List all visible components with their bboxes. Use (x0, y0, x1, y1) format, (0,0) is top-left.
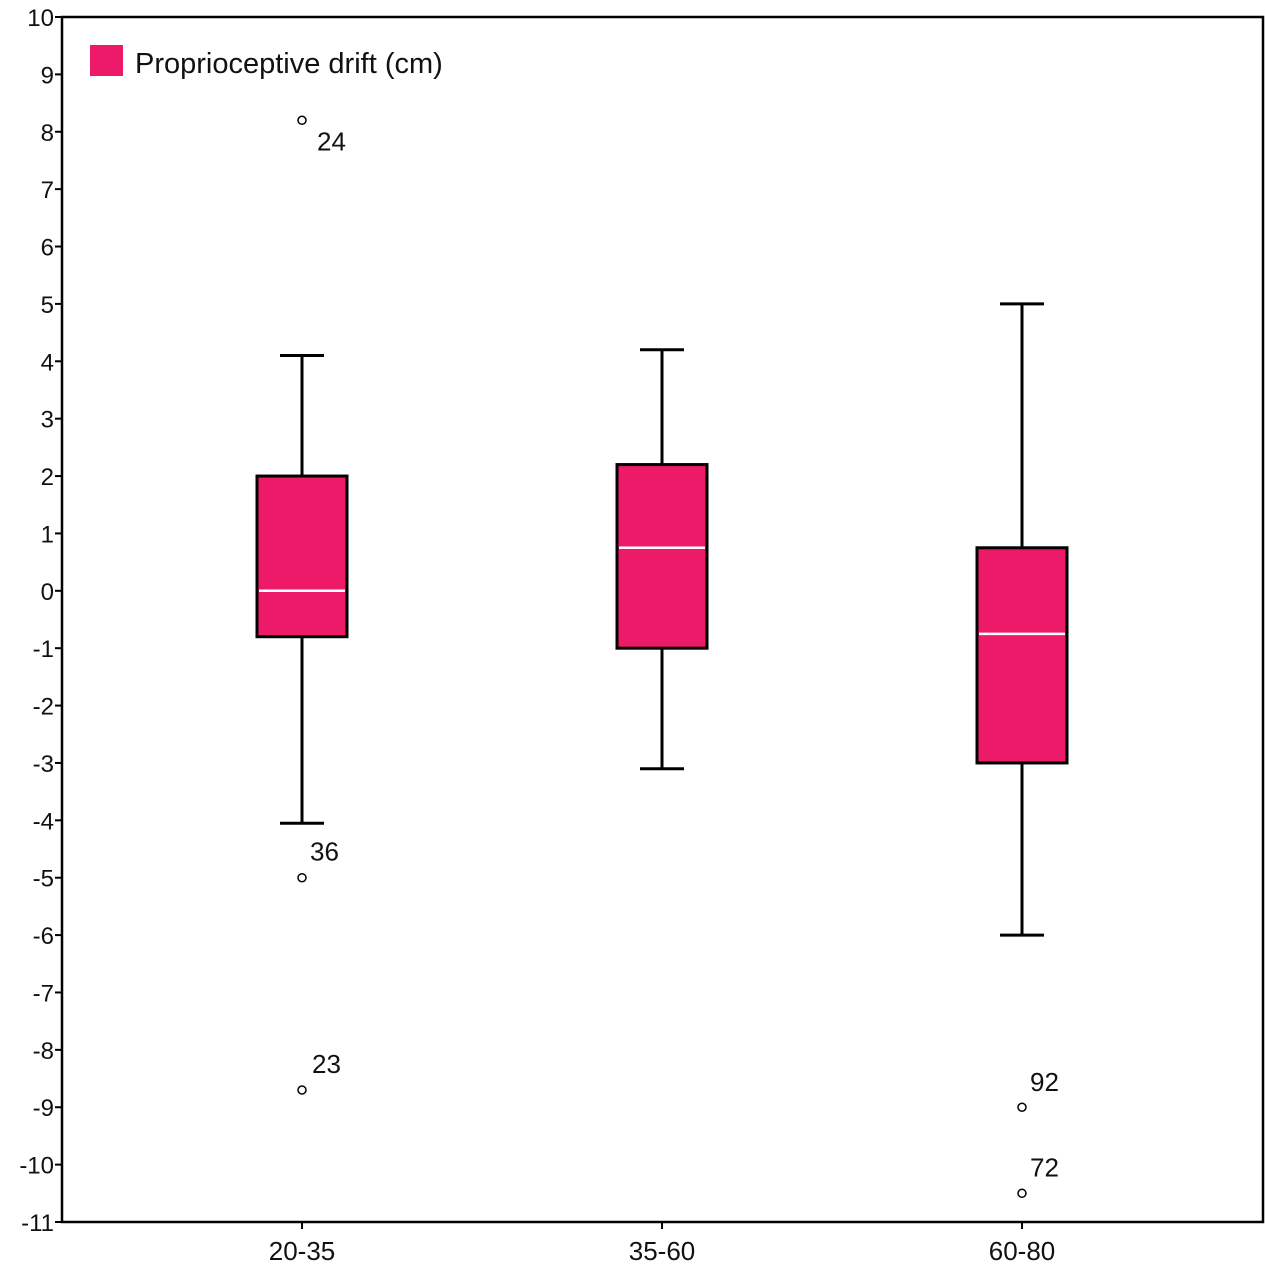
x-category-label: 60-80 (989, 1236, 1056, 1266)
outlier-point (297, 872, 307, 883)
legend-label: Proprioceptive drift (cm) (135, 48, 443, 80)
legend: Proprioceptive drift (cm) (90, 45, 443, 80)
outlier-label: 36 (310, 837, 339, 867)
y-tick-label: 0 (41, 579, 54, 606)
y-tick-label: -9 (33, 1095, 54, 1122)
outlier-point (1017, 1188, 1027, 1199)
y-tick-label: 7 (41, 177, 54, 204)
y-tick-label: 4 (41, 349, 54, 376)
box-group-20-35: 24 36 23 (255, 115, 349, 1095)
y-tick-label: 1 (41, 521, 54, 548)
iqr-box (975, 546, 1069, 765)
y-tick-label: 5 (41, 292, 54, 319)
y-tick-label: 6 (41, 235, 54, 262)
y-tick-label: -1 (33, 636, 54, 663)
y-tick-label: -3 (33, 751, 54, 778)
y-tick-label: -7 (33, 980, 54, 1007)
outlier-point (297, 115, 307, 126)
outlier-label: 72 (1030, 1152, 1059, 1182)
y-tick-label: -10 (19, 1153, 54, 1180)
outlier-label: 23 (312, 1049, 341, 1079)
y-tick-label: -6 (33, 923, 54, 950)
y-tick-label: -8 (33, 1038, 54, 1065)
y-tick-label: -5 (33, 866, 54, 893)
iqr-box (615, 463, 709, 650)
y-tick-label: 8 (41, 120, 54, 147)
outlier-point (297, 1085, 307, 1095)
y-tick-label: 9 (41, 62, 54, 89)
y-tick-label: 3 (41, 407, 54, 434)
outlier-point (1017, 1102, 1027, 1112)
boxes: 24 36 23 92 72 (255, 115, 1069, 1199)
x-axis: 20-35 35-60 60-80 (269, 1222, 1056, 1266)
y-tick-label: 2 (41, 464, 54, 491)
legend-swatch (90, 45, 123, 76)
box-group-35-60 (615, 348, 709, 771)
box-group-60-80: 92 72 (975, 302, 1069, 1199)
y-tick-label: -2 (33, 694, 54, 721)
y-tick-label: 10 (27, 5, 54, 32)
x-category-label: 35-60 (629, 1236, 696, 1266)
iqr-box (255, 474, 349, 639)
outlier-label: 24 (317, 126, 346, 156)
x-category-label: 20-35 (269, 1236, 336, 1266)
outlier-label: 92 (1030, 1067, 1059, 1097)
y-tick-label: -11 (21, 1210, 54, 1237)
y-tick-label: -4 (33, 808, 54, 835)
